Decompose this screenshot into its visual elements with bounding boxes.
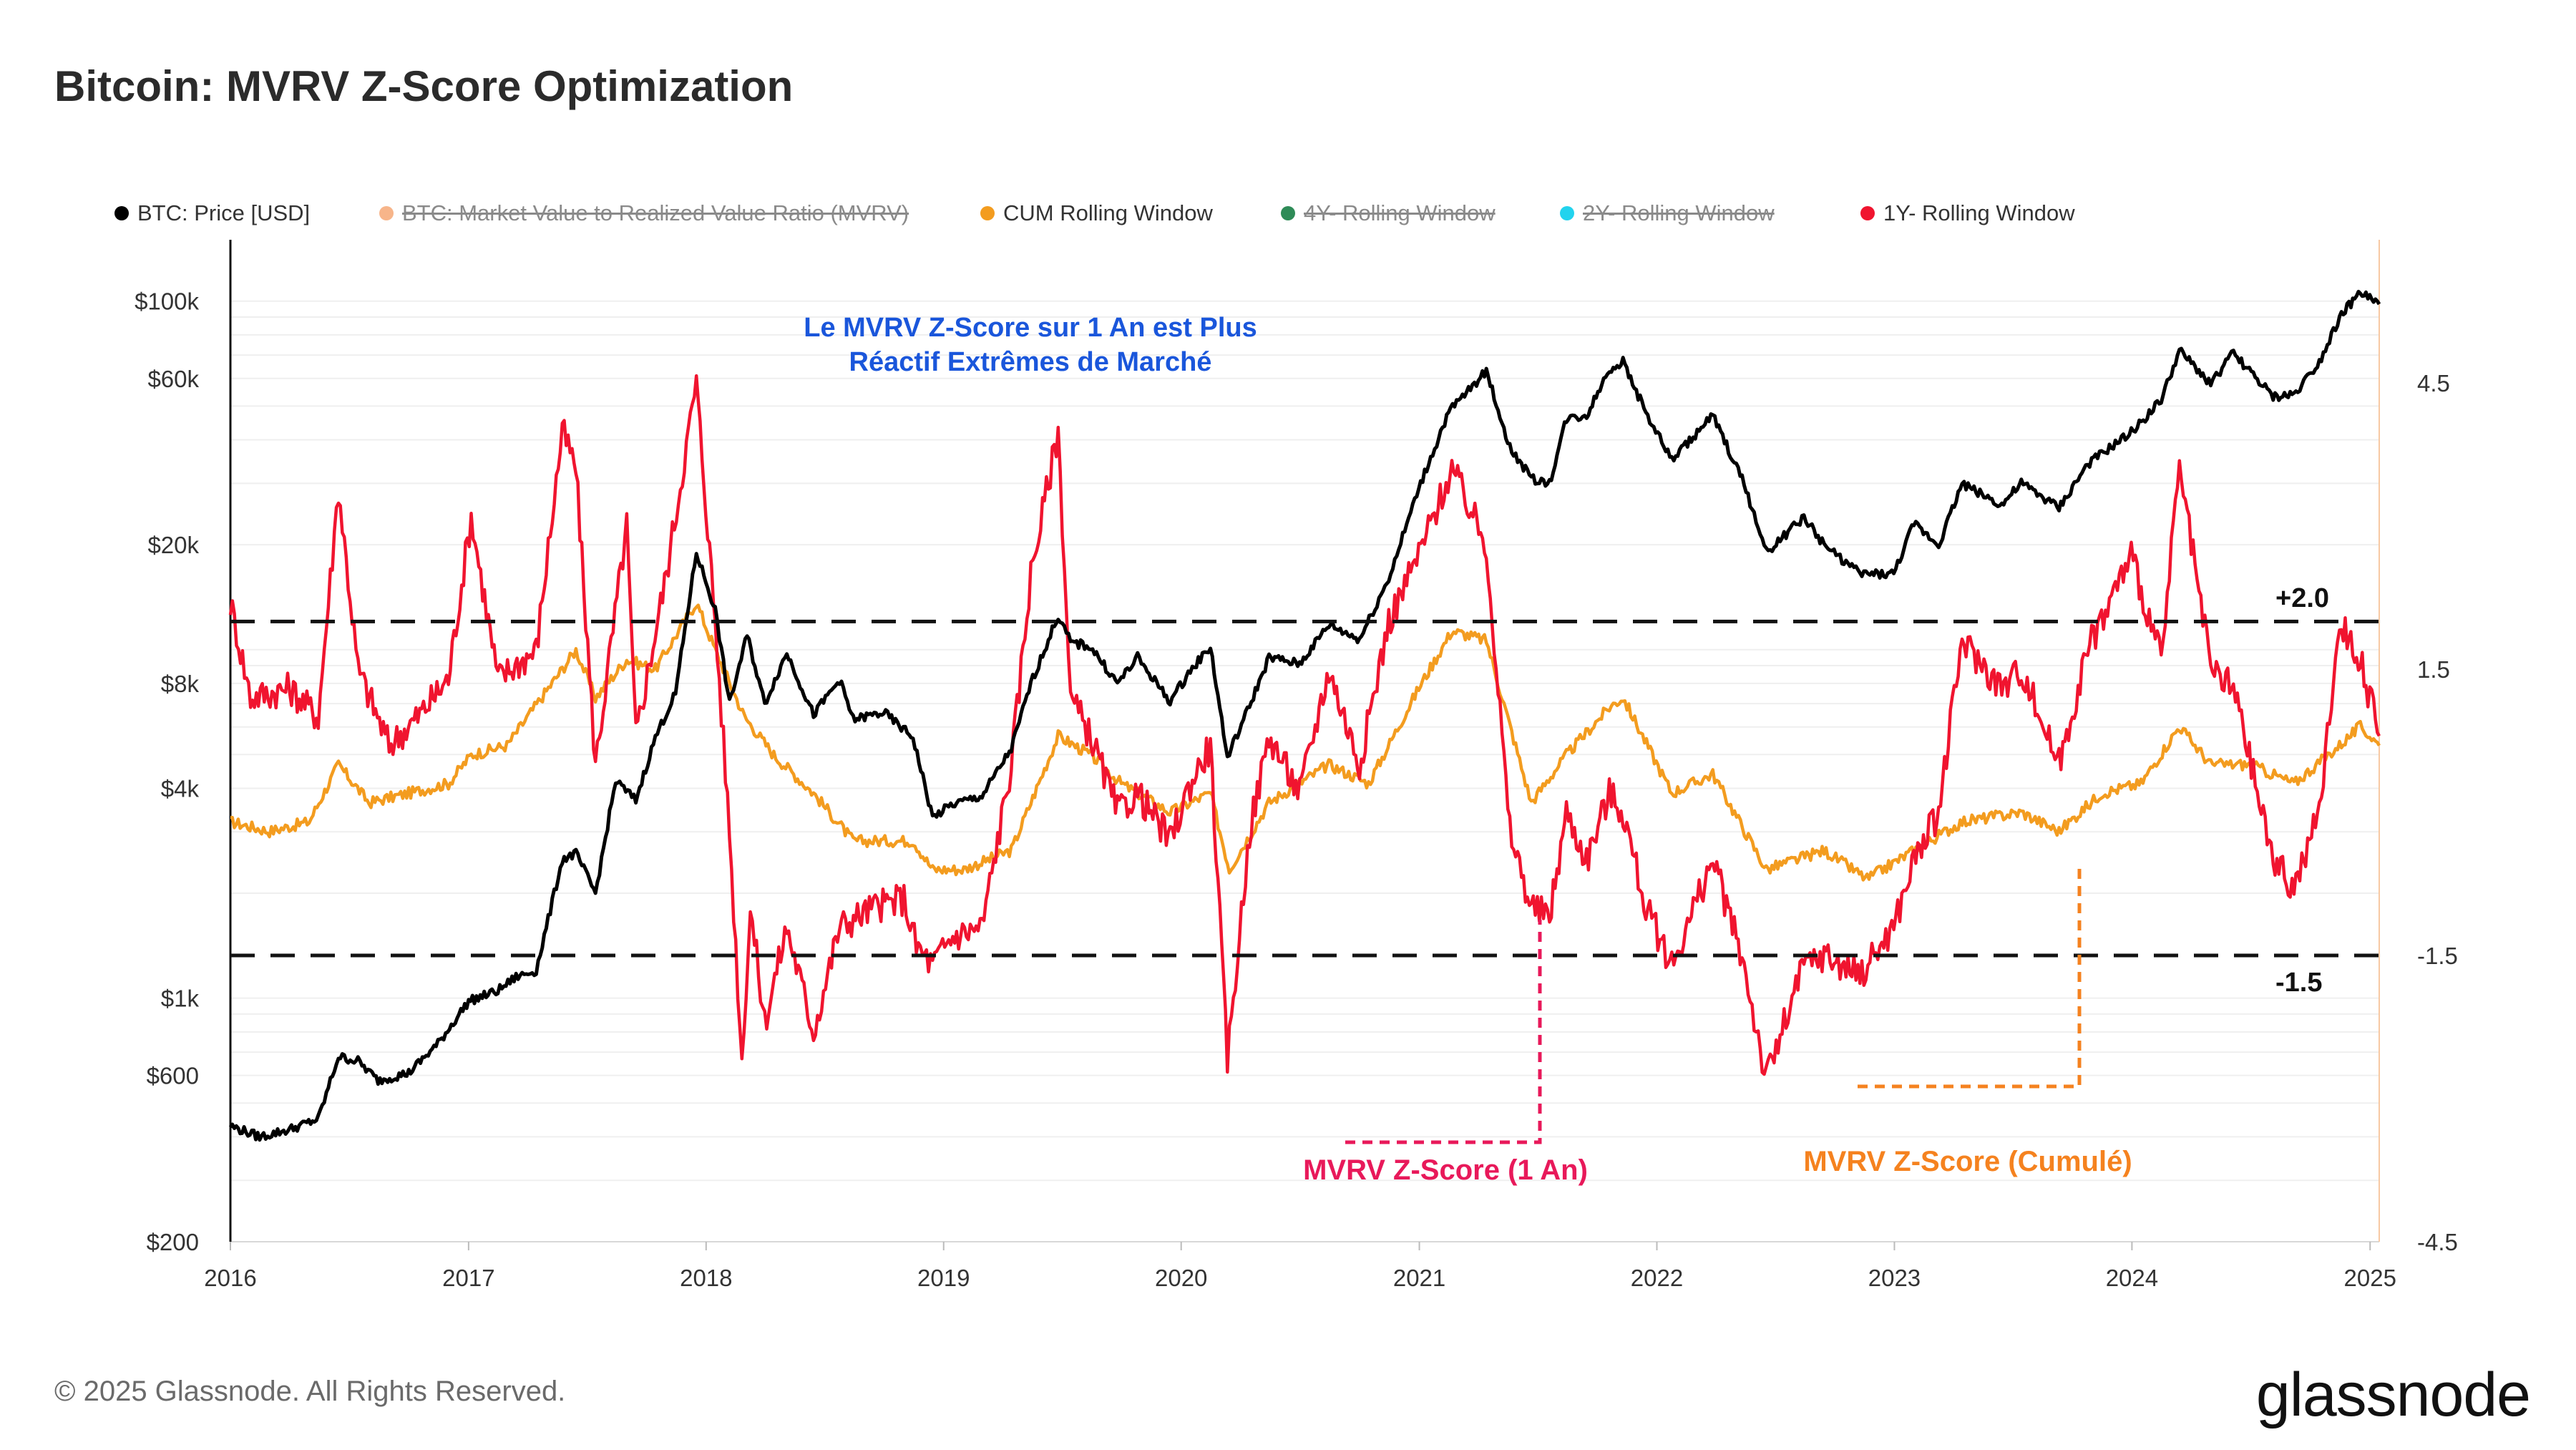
headline-annotation-line2: Réactif Extrêmes de Marché [849, 347, 1212, 377]
series-line [228, 289, 2381, 1142]
legend-label: CUM Rolling Window [1003, 200, 1213, 225]
y-right-tick-label: 1.5 [2417, 656, 2450, 683]
lower-threshold-label: -1.5 [2275, 968, 2322, 998]
chart-gridlines [230, 300, 2379, 1242]
y-left-tick-label: $600 [147, 1063, 199, 1089]
cumulative-callout-label: MVRV Z-Score (Cumulé) [1803, 1146, 2132, 1177]
x-tick-label: 2025 [2344, 1265, 2396, 1291]
x-tick-label: 2021 [1393, 1265, 1445, 1291]
x-tick-label: 2023 [1868, 1265, 1921, 1291]
x-tick-label: 2016 [204, 1265, 256, 1291]
chart-legend: BTC: Price [USD] BTC: Market Value to Rea… [114, 200, 2404, 236]
y-right-tick-label: -1.5 [2417, 943, 2458, 969]
legend-label: 2Y- Rolling Window [1583, 200, 1775, 225]
x-tick-label: 2020 [1155, 1265, 1207, 1291]
y-axis-left: $200 $600 $1k $4k $8k $20k $60k $100k [135, 240, 232, 1255]
x-tick-label: 2024 [2106, 1265, 2158, 1291]
glassnode-logo: glassnode [2255, 1361, 2531, 1429]
legend-item[interactable]: 1Y- Rolling Window [1860, 200, 2075, 226]
cumulative-callout-connector [1858, 866, 2082, 1089]
legend-dot-icon [980, 206, 995, 220]
legend-dot-icon [1560, 206, 1574, 220]
legend-label: 4Y- Rolling Window [1304, 200, 1496, 225]
y-left-tick-label: $4k [161, 775, 200, 802]
y-axis-right: -4.5 -1.5 1.5 4.5 [2379, 240, 2458, 1255]
legend-item[interactable]: BTC: Price [USD] [114, 200, 310, 226]
one-year-callout-connector [1345, 920, 1542, 1144]
x-tick-label: 2022 [1631, 1265, 1683, 1291]
legend-dot-icon [1860, 206, 1875, 220]
x-axis: 2016 2017 2018 2019 2020 2021 2022 2023 2024 2025 [204, 1241, 2396, 1291]
upper-threshold-label: +2.0 [2275, 583, 2329, 613]
legend-item[interactable]: BTC: Market Value to Realized Value Rati… [379, 200, 909, 226]
legend-item[interactable]: CUM Rolling Window [980, 200, 1213, 226]
x-tick-label: 2018 [680, 1265, 732, 1291]
y-left-tick-label: $8k [161, 671, 200, 697]
y-left-tick-label: $200 [147, 1229, 199, 1255]
one-year-callout-label: MVRV Z-Score (1 An) [1303, 1154, 1588, 1186]
series-line [230, 603, 2381, 882]
legend-dot-icon [1281, 206, 1295, 220]
y-left-tick-label: $20k [147, 532, 199, 558]
y-left-tick-label: $60k [147, 366, 199, 392]
y-left-tick-label: $100k [135, 288, 199, 315]
copyright-notice: © 2025 Glassnode. All Rights Reserved. [54, 1376, 566, 1407]
y-left-tick-label: $1k [161, 986, 200, 1012]
y-right-tick-label: -4.5 [2417, 1229, 2458, 1255]
legend-label: BTC: Market Value to Realized Value Rati… [402, 200, 909, 225]
y-right-tick-label: 4.5 [2417, 370, 2450, 396]
annotation-layer: Le MVRV Z-Score sur 1 An est Plus Réacti… [804, 313, 2329, 1186]
series-layer [228, 289, 2381, 1142]
series-line [228, 374, 2381, 1076]
legend-dot-icon [379, 206, 394, 220]
chart-title: Bitcoin: MVRV Z-Score Optimization [54, 62, 794, 110]
headline-annotation-line1: Le MVRV Z-Score sur 1 An est Plus [804, 313, 1257, 343]
legend-item[interactable]: 2Y- Rolling Window [1560, 200, 1775, 226]
legend-label: BTC: Price [USD] [137, 200, 311, 225]
x-tick-label: 2019 [917, 1265, 970, 1291]
legend-item[interactable]: 4Y- Rolling Window [1281, 200, 1496, 226]
x-tick-label: 2017 [442, 1265, 494, 1291]
legend-label: 1Y- Rolling Window [1883, 200, 2075, 225]
legend-dot-icon [114, 206, 129, 220]
